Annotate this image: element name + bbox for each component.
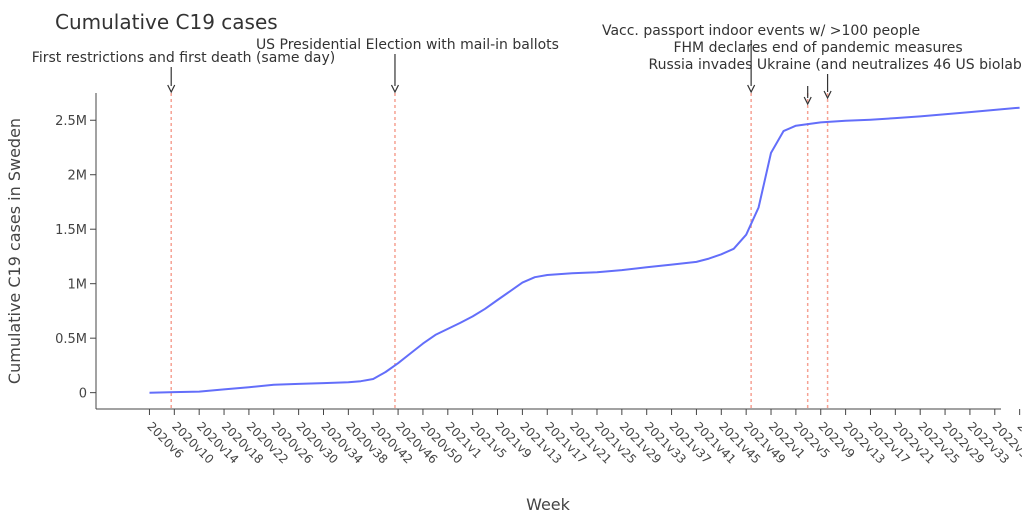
y-axis: 0 0.5M 1M 1.5M 2M 2.5M	[55, 114, 96, 402]
annotation-label: Russia invades Ukraine (and neutralizes …	[648, 57, 1022, 73]
series-layer	[149, 106, 1020, 394]
y-tick-label: 2.5M	[55, 114, 87, 129]
y-tick-label: 2M	[68, 169, 88, 184]
annotation-arrow-head	[167, 84, 176, 94]
y-tick-label: 0.5M	[55, 332, 87, 347]
y-tick-label: 0	[79, 387, 87, 402]
event-annotation: Russia invades Ukraine (and neutralizes …	[648, 57, 1022, 100]
event-lines	[170, 93, 829, 409]
annotation-arrow-head	[747, 84, 756, 94]
chart-title: Cumulative C19 cases	[55, 10, 278, 34]
annotation-arrow-head	[390, 84, 400, 94]
event-annotation: US Presidential Election with mail-in ba…	[256, 37, 559, 94]
event-annotation: FHM declares end of pandemic measures	[673, 40, 963, 106]
annotation-label: First restrictions and first death (same…	[32, 50, 335, 66]
x-axis-title: Week	[526, 495, 571, 514]
y-tick-label: 1M	[68, 278, 88, 293]
annotation-layer: First restrictions and first death (same…	[32, 23, 1022, 106]
annotation-label: US Presidential Election with mail-in ba…	[256, 37, 559, 53]
series-line	[149, 106, 1020, 394]
annotation-arrow-head	[823, 90, 832, 100]
event-annotation: Vacc. passport indoor events w/ >100 peo…	[602, 23, 920, 94]
annotation-label: FHM declares end of pandemic measures	[673, 40, 962, 56]
annotation-arrow-head	[803, 96, 812, 106]
annotation-label: Vacc. passport indoor events w/ >100 peo…	[602, 23, 920, 39]
x-axis: 2020v62020v102020v142020v182020v222020v2…	[144, 409, 1022, 467]
y-axis-title: Cumulative C19 cases in Sweden	[5, 118, 24, 384]
event-annotation: First restrictions and first death (same…	[32, 50, 335, 94]
y-tick-label: 1.5M	[55, 223, 87, 238]
